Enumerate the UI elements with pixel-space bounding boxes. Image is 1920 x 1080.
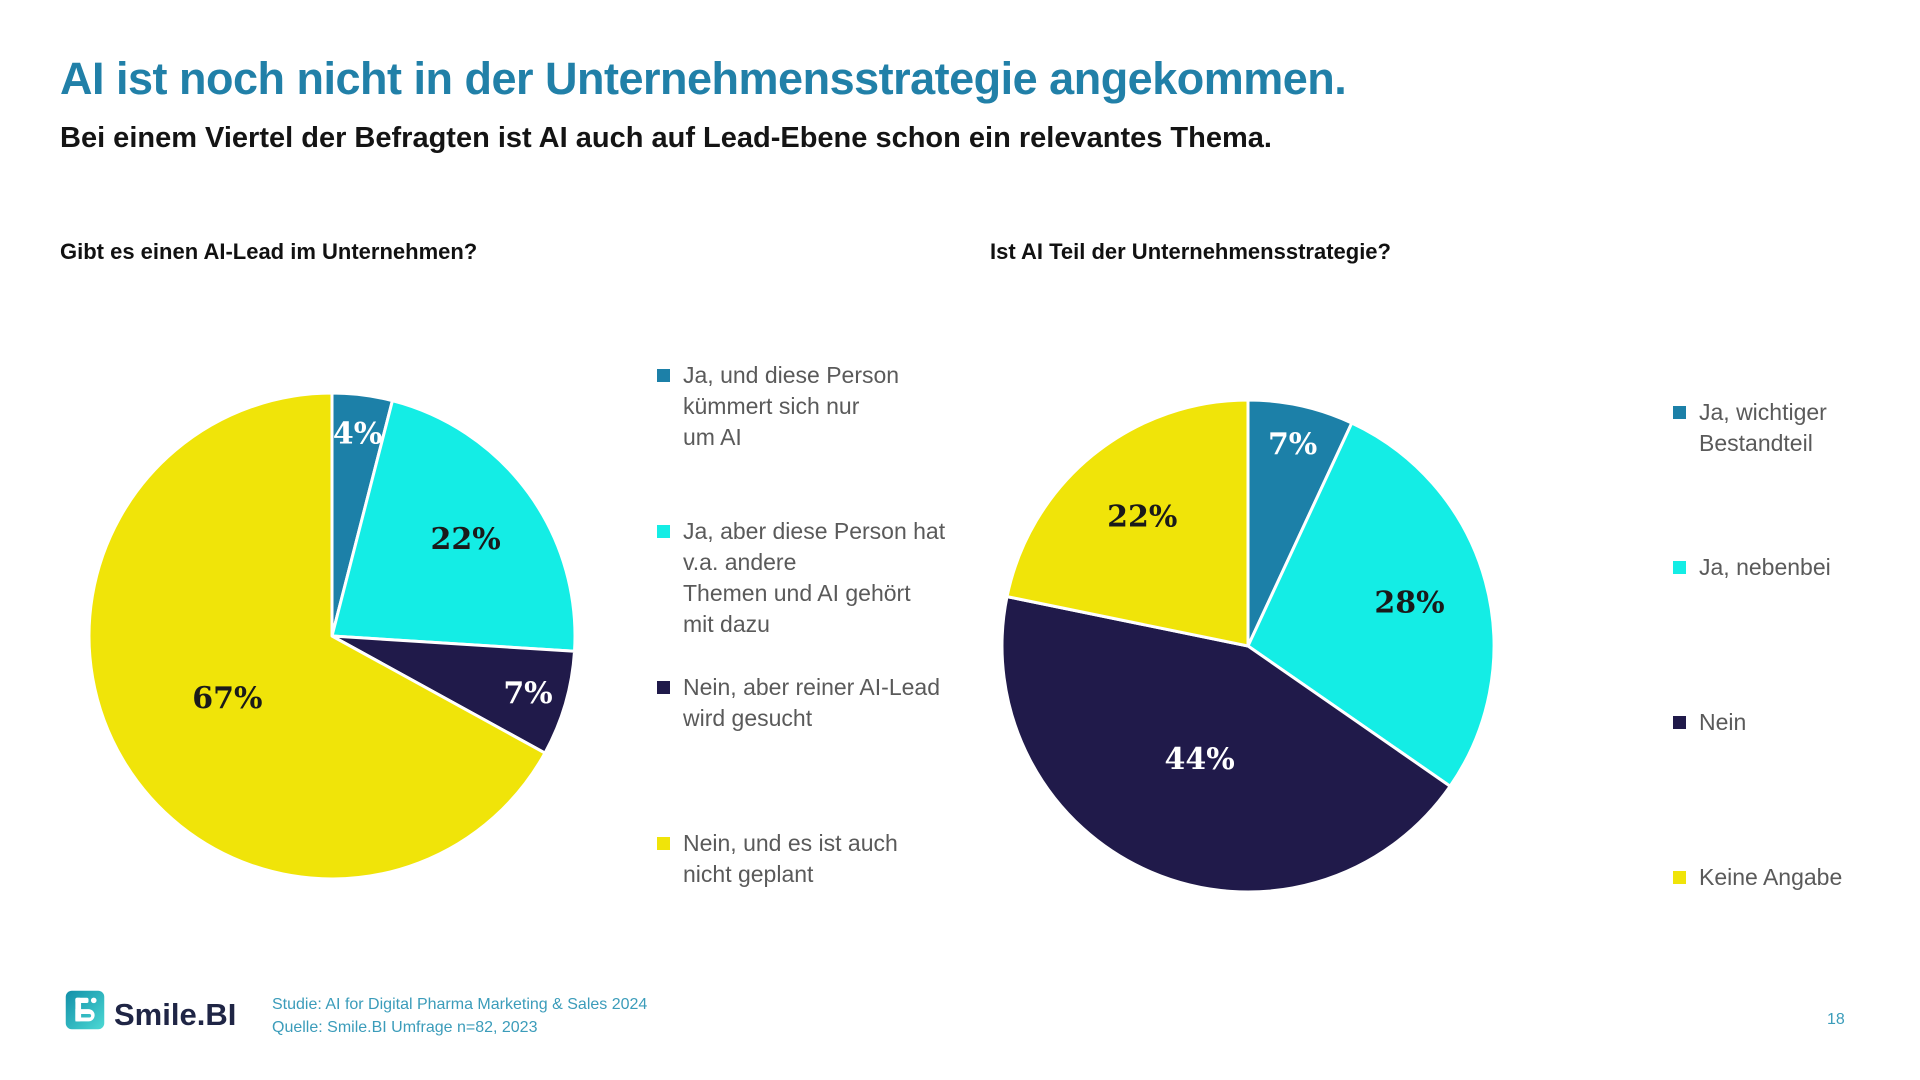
page-number: 18 <box>1827 1011 1845 1028</box>
legend-label-line: Keine Angabe <box>1699 864 1843 890</box>
legend-label: Ja, und diese Person kümmert sich nur um A… <box>683 360 899 453</box>
pie-slice <box>330 399 577 653</box>
legend-marker-swatch <box>1673 406 1686 419</box>
legend-label-line: kümmert sich nur <box>683 393 860 419</box>
pie-slice-label: 28% <box>1374 585 1444 620</box>
legend-label: Ja, wichtiger Bestandteil <box>1699 397 1827 459</box>
legend-item: Ja, nebenbei <box>1673 552 1831 583</box>
legend-marker-swatch <box>1673 716 1686 729</box>
pie-slice-label: 7% <box>1268 427 1317 462</box>
source-line-2: Quelle: Smile.BI Umfrage n=82, 2023 <box>272 1019 538 1036</box>
legend-label-line: mit dazu <box>683 611 770 637</box>
pie-slice-label: 67% <box>192 681 262 716</box>
legend-item: Ja, und diese Person kümmert sich nur um A… <box>657 360 899 453</box>
legend-label-line: um AI <box>683 424 742 450</box>
source-note: Studie: AI for Digital Pharma Marketing … <box>272 993 647 1039</box>
legend-label-line: Ja, aber diese Person hat <box>683 518 946 544</box>
legend-marker-swatch <box>657 525 670 538</box>
legend-marker-swatch <box>1673 871 1686 884</box>
pie-slice <box>1246 398 1354 648</box>
legend-label-line: Nein, aber reiner AI-Lead <box>683 674 940 700</box>
smile-bi-logo-icon <box>64 989 106 1036</box>
legend-label: Nein, und es ist auch nicht geplant <box>683 828 898 890</box>
chart-left-question: Gibt es einen AI-Lead im Unternehmen? <box>60 239 478 264</box>
pie-slice-label: 44% <box>1164 742 1234 777</box>
page-title: AI ist noch nicht in der Unternehmensstr… <box>60 53 1347 104</box>
legend-item: Ja, aber diese Person hat v.a. andere Them… <box>657 516 945 640</box>
pie-slice-label: 7% <box>503 676 552 711</box>
legend-label-line: wird gesucht <box>683 705 813 731</box>
legend-item: Nein, aber reiner AI-Lead wird gesucht <box>657 672 940 734</box>
smile-bi-wordmark: Smile.BI <box>114 997 237 1032</box>
legend-label-line: Ja, wichtiger <box>1699 399 1827 425</box>
pie-slice <box>330 634 577 755</box>
legend-label: Ja, aber diese Person hat v.a. andere Them… <box>683 516 945 640</box>
pie-slice <box>1005 398 1250 648</box>
legend-label-line: Nein <box>1699 709 1747 735</box>
pie-chart-ai-strategy: 7% 28% 44% 22% <box>1000 398 1496 894</box>
pie-chart-ai-lead: 4% 22% 7% 67% <box>87 391 577 881</box>
pie-slice <box>1000 595 1452 894</box>
legend-label: Keine Angabe <box>1699 862 1842 893</box>
pie-slice-label: 22% <box>1107 499 1177 534</box>
legend-marker-swatch <box>1673 561 1686 574</box>
pie-slice <box>87 391 547 881</box>
pie-slice <box>1246 421 1496 788</box>
legend-marker-swatch <box>657 837 670 850</box>
page-subtitle: Bei einem Viertel der Befragten ist AI a… <box>60 122 1272 154</box>
legend-label: Nein <box>1699 707 1746 738</box>
legend-label: Nein, aber reiner AI-Lead wird gesucht <box>683 672 940 734</box>
legend-label-line: Nein, und es ist auch <box>683 830 898 856</box>
legend-item: Nein <box>1673 707 1746 738</box>
legend-label-line: Ja, und diese Person <box>683 362 900 388</box>
legend-item: Nein, und es ist auch nicht geplant <box>657 828 898 890</box>
pie-slice-label: 22% <box>431 522 501 557</box>
legend-label-line: Ja, nebenbei <box>1699 554 1831 580</box>
legend-item: Ja, wichtiger Bestandteil <box>1673 397 1827 459</box>
legend-label-line: v.a. andere <box>683 549 797 575</box>
pie-slice-label: 4% <box>333 416 382 451</box>
legend-label-line: nicht geplant <box>683 861 814 887</box>
legend-label: Ja, nebenbei <box>1699 552 1831 583</box>
chart-right-question: Ist AI Teil der Unternehmensstrategie? <box>990 239 1391 264</box>
legend-label-line: Bestandteil <box>1699 430 1813 456</box>
legend-marker-swatch <box>657 369 670 382</box>
legend-item: Keine Angabe <box>1673 862 1842 893</box>
legend-label-line: Themen und AI gehört <box>683 580 911 606</box>
legend-marker-swatch <box>657 681 670 694</box>
source-line-1: Studie: AI for Digital Pharma Marketing … <box>272 996 648 1013</box>
